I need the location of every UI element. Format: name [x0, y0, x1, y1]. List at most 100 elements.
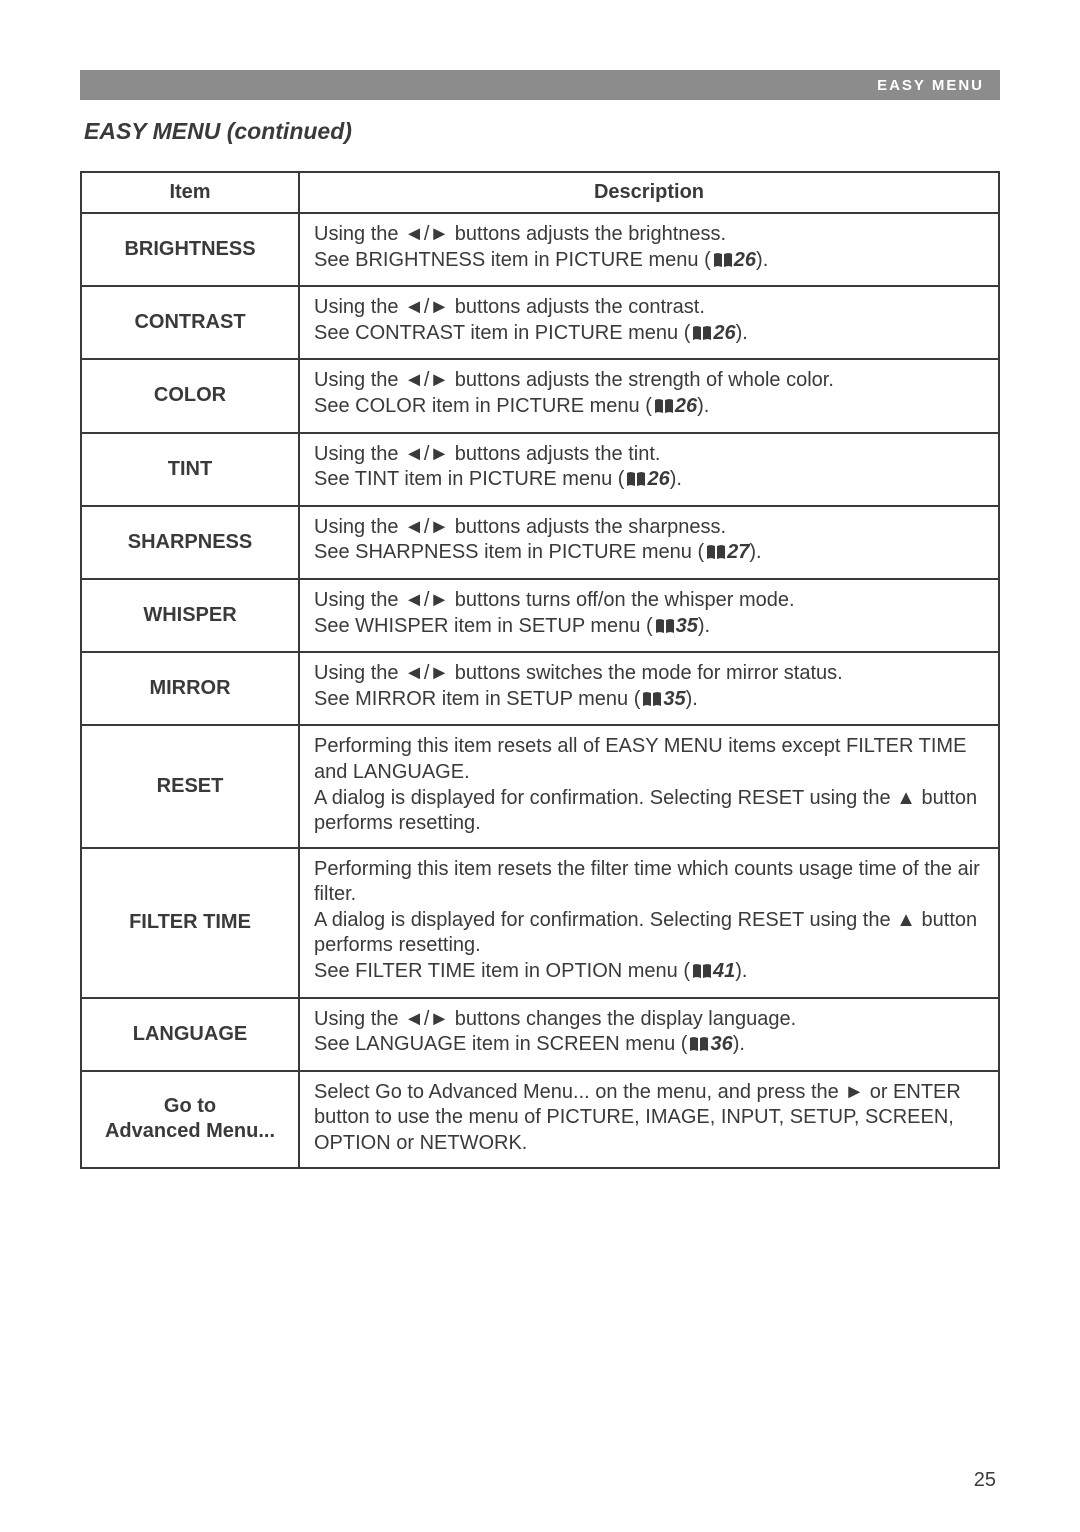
manual-ref-icon [654, 396, 674, 422]
manual-reference: 26 [711, 249, 756, 271]
table-row: FILTER TIME Performing this item resets t… [81, 848, 999, 998]
left-right-arrows-icon: ◄/► [404, 223, 449, 245]
table-row: RESET Performing this item resets all of … [81, 725, 999, 847]
description-cell: Performing this item resets all of EASY … [299, 725, 999, 847]
manual-reference: 27 [704, 541, 749, 563]
item-cell: BRIGHTNESS [81, 213, 299, 286]
manual-reference: 36 [687, 1033, 732, 1055]
description-cell: Using the ◄/► buttons adjusts the streng… [299, 359, 999, 432]
manual-page-number: 26 [734, 249, 756, 271]
item-cell: COLOR [81, 359, 299, 432]
description-line: See MIRROR item in SETUP menu (35). [314, 687, 986, 715]
table-row: TINTUsing the ◄/► buttons adjusts the ti… [81, 433, 999, 506]
manual-ref-icon [626, 469, 646, 495]
section-title: EASY MENU (continued) [84, 118, 1000, 145]
left-right-arrows-icon: ◄/► [404, 443, 449, 465]
manual-reference: 41 [690, 960, 735, 982]
description-line: Select Go to Advanced Menu... on the men… [314, 1080, 986, 1157]
manual-page-number: 41 [713, 960, 735, 982]
description-line: Using the ◄/► buttons switches the mode … [314, 661, 986, 687]
left-right-arrows-icon: ◄/► [404, 296, 449, 318]
manual-page-number: 35 [676, 615, 698, 637]
manual-ref-icon [642, 689, 662, 715]
manual-reference: 35 [653, 615, 698, 637]
description-line: Using the ◄/► buttons adjusts the sharpn… [314, 515, 986, 541]
manual-reference: 26 [690, 322, 735, 344]
description-line: See SHARPNESS item in PICTURE menu (27). [314, 540, 986, 568]
left-right-arrows-icon: ◄/► [404, 369, 449, 391]
col-item-header: Item [81, 172, 299, 213]
manual-page-number: 35 [663, 688, 685, 710]
table-row: BRIGHTNESSUsing the ◄/► buttons adjusts … [81, 213, 999, 286]
item-cell: WHISPER [81, 579, 299, 652]
description-line: Performing this item resets the filter t… [314, 857, 986, 908]
manual-ref-icon [692, 961, 712, 987]
document-page: EASY MENU EASY MENU (continued) Item Des… [0, 0, 1080, 1532]
description-line: See CONTRAST item in PICTURE menu (26). [314, 321, 986, 349]
description-cell: Using the ◄/► buttons adjusts the tint.S… [299, 433, 999, 506]
up-triangle-icon: ▲ [896, 909, 916, 931]
manual-reference: 35 [640, 688, 685, 710]
description-line: Using the ◄/► buttons changes the displa… [314, 1007, 986, 1033]
item-cell: SHARPNESS [81, 506, 299, 579]
description-line: See TINT item in PICTURE menu (26). [314, 467, 986, 495]
item-cell: RESET [81, 725, 299, 847]
item-cell: Go toAdvanced Menu... [81, 1071, 299, 1168]
description-line: See COLOR item in PICTURE menu (26). [314, 394, 986, 422]
description-cell: Using the ◄/► buttons changes the displa… [299, 998, 999, 1071]
description-line: Using the ◄/► buttons adjusts the streng… [314, 368, 986, 394]
manual-reference: 26 [624, 468, 669, 490]
table-row: MIRROR Using the ◄/► buttons switches the… [81, 652, 999, 725]
manual-page-number: 26 [713, 322, 735, 344]
table-row: Go toAdvanced Menu...Select Go to Advanc… [81, 1071, 999, 1168]
header-tag: EASY MENU [877, 77, 984, 94]
manual-page-number: 26 [675, 395, 697, 417]
easy-menu-table: Item Description BRIGHTNESS Using the ◄/►… [80, 171, 1000, 1169]
description-line: A dialog is displayed for confirmation. … [314, 786, 986, 837]
manual-page-number: 26 [647, 468, 669, 490]
table-body: BRIGHTNESS Using the ◄/► buttons adjusts … [81, 213, 999, 1168]
right-arrow-icon: ► [844, 1081, 864, 1103]
item-cell: LANGUAGE [81, 998, 299, 1071]
manual-ref-icon [655, 616, 675, 642]
manual-reference: 26 [652, 395, 697, 417]
item-cell: CONTRAST [81, 286, 299, 359]
description-cell: Performing this item resets the filter t… [299, 848, 999, 998]
description-line: See BRIGHTNESS item in PICTURE menu (26)… [314, 248, 986, 276]
table-row: LANGUAGE Using the ◄/► buttons changes th… [81, 998, 999, 1071]
description-line: See LANGUAGE item in SCREEN menu (36). [314, 1032, 986, 1060]
manual-ref-icon [706, 542, 726, 568]
description-cell: Using the ◄/► buttons adjusts the sharpn… [299, 506, 999, 579]
description-cell: Using the ◄/► buttons turns off/on the w… [299, 579, 999, 652]
description-cell: Using the ◄/► buttons switches the mode … [299, 652, 999, 725]
item-cell: MIRROR [81, 652, 299, 725]
left-right-arrows-icon: ◄/► [404, 516, 449, 538]
page-number: 25 [974, 1469, 996, 1492]
up-triangle-icon: ▲ [896, 787, 916, 809]
description-line: Performing this item resets all of EASY … [314, 734, 986, 785]
description-cell: Select Go to Advanced Menu... on the men… [299, 1071, 999, 1168]
description-line: Using the ◄/► buttons adjusts the contra… [314, 295, 986, 321]
left-right-arrows-icon: ◄/► [404, 662, 449, 684]
description-line: See WHISPER item in SETUP menu (35). [314, 614, 986, 642]
manual-page-number: 36 [710, 1033, 732, 1055]
left-right-arrows-icon: ◄/► [404, 1008, 449, 1030]
manual-page-number: 27 [727, 541, 749, 563]
item-cell: FILTER TIME [81, 848, 299, 998]
table-row: CONTRAST Using the ◄/► buttons adjusts th… [81, 286, 999, 359]
description-line: See FILTER TIME item in OPTION menu (41)… [314, 959, 986, 987]
manual-ref-icon [692, 323, 712, 349]
col-description-header: Description [299, 172, 999, 213]
table-row: COLOR Using the ◄/► buttons adjusts the s… [81, 359, 999, 432]
table-row: WHISPER Using the ◄/► buttons turns off/o… [81, 579, 999, 652]
description-line: Using the ◄/► buttons turns off/on the w… [314, 588, 986, 614]
description-line: A dialog is displayed for confirmation. … [314, 908, 986, 959]
description-cell: Using the ◄/► buttons adjusts the contra… [299, 286, 999, 359]
header-bar: EASY MENU [80, 70, 1000, 100]
table-row: SHARPNESS Using the ◄/► buttons adjusts t… [81, 506, 999, 579]
item-cell: TINT [81, 433, 299, 506]
manual-ref-icon [713, 250, 733, 276]
manual-ref-icon [689, 1034, 709, 1060]
description-line: Using the ◄/► buttons adjusts the tint. [314, 442, 986, 468]
left-right-arrows-icon: ◄/► [404, 589, 449, 611]
